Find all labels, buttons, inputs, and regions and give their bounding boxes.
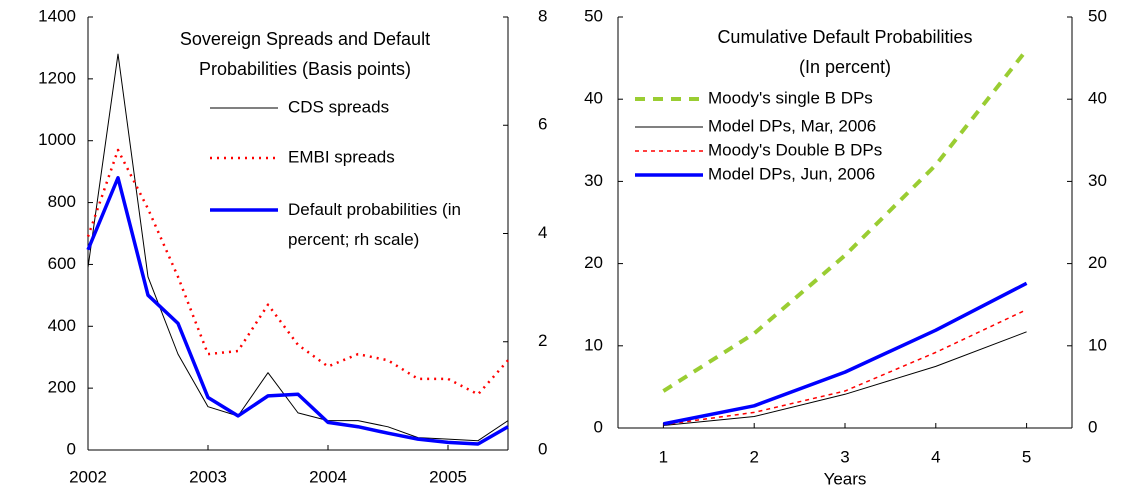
y2-tick-label: 20	[1088, 253, 1107, 272]
x-tick-label: 2004	[309, 467, 347, 486]
y-tick-label: 400	[48, 316, 76, 335]
y-tick-label: 1200	[38, 68, 76, 87]
series-line	[663, 308, 1027, 426]
y2-tick-label: 0	[1088, 417, 1097, 436]
y-tick-label: 200	[48, 378, 76, 397]
y2-tick-label: 10	[1088, 335, 1107, 354]
chart-title: Probabilities (Basis points)	[199, 59, 411, 79]
legend-label: Moody's Double B DPs	[708, 140, 882, 159]
legend-label: CDS spreads	[288, 97, 389, 116]
series-line	[662, 48, 1029, 393]
y-tick-label: 1400	[38, 6, 76, 25]
y-tick-label: 30	[584, 171, 603, 190]
series-line	[86, 176, 509, 446]
y-tick-label: 800	[48, 192, 76, 211]
y-tick-label: 40	[584, 89, 603, 108]
y2-tick-label: 50	[1088, 6, 1107, 25]
x-tick-label: 2	[749, 447, 758, 466]
y2-tick-label: 40	[1088, 89, 1107, 108]
series-line	[663, 281, 1028, 426]
y2-tick-label: 8	[538, 6, 547, 25]
series-line	[86, 148, 509, 396]
y-tick-label: 0	[67, 439, 76, 458]
y-tick-label: 1000	[38, 130, 76, 149]
y-tick-label: 10	[584, 335, 603, 354]
y-tick-label: 600	[48, 254, 76, 273]
x-tick-label: 2002	[69, 467, 107, 486]
chart-title: Sovereign Spreads and Default	[180, 29, 430, 49]
x-tick-label: 3	[840, 447, 849, 466]
y2-tick-label: 4	[538, 223, 547, 242]
x-tick-label: 2003	[189, 467, 227, 486]
y-tick-label: 0	[594, 417, 603, 436]
legend-wrap: Default probabilities (in percent; rh sc…	[288, 200, 461, 249]
y2-tick-label: 0	[538, 439, 547, 458]
y-tick-label: 20	[584, 253, 603, 272]
legend-label: Model DPs, Jun, 2006	[708, 164, 875, 183]
x-tick-label: 1	[659, 447, 668, 466]
x-tick-label: 2005	[429, 467, 467, 486]
legend-label: Model DPs, Mar, 2006	[708, 116, 876, 135]
x-axis-label: Years	[824, 469, 867, 488]
y2-tick-label: 2	[538, 331, 547, 350]
legend-label: Moody's single B DPs	[708, 88, 873, 107]
series-line	[663, 331, 1027, 427]
chart-title: (In percent)	[799, 57, 891, 77]
x-tick-label: 5	[1022, 447, 1031, 466]
x-tick-label: 4	[931, 447, 940, 466]
y2-tick-label: 30	[1088, 171, 1107, 190]
legend-label: Default probabilities (in percent; rh sc…	[288, 200, 461, 249]
y-tick-label: 50	[584, 6, 603, 25]
legend-label: EMBI spreads	[288, 147, 395, 166]
y2-tick-label: 6	[538, 115, 547, 134]
chart-title: Cumulative Default Probabilities	[717, 27, 972, 47]
